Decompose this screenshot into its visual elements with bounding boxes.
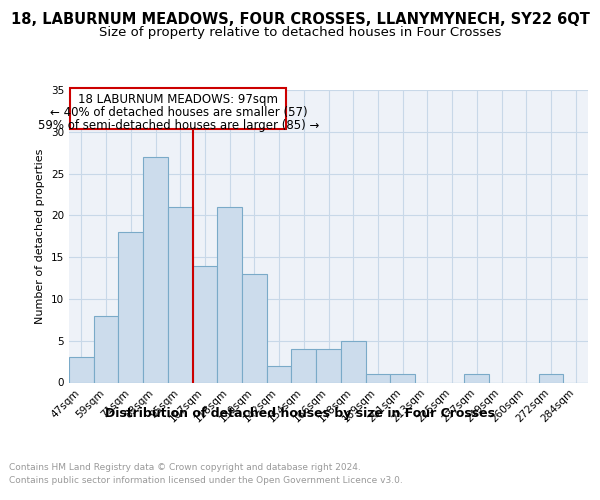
Bar	[69, 358, 94, 382]
Bar	[217, 207, 242, 382]
Bar	[390, 374, 415, 382]
Text: 18, LABURNUM MEADOWS, FOUR CROSSES, LLANYMYNECH, SY22 6QT: 18, LABURNUM MEADOWS, FOUR CROSSES, LLAN…	[11, 12, 589, 28]
Text: 59% of semi-detached houses are larger (85) →: 59% of semi-detached houses are larger (…	[38, 119, 319, 132]
Bar	[365, 374, 390, 382]
Text: ← 40% of detached houses are smaller (57): ← 40% of detached houses are smaller (57…	[50, 106, 307, 119]
Bar	[168, 207, 193, 382]
Bar	[341, 340, 365, 382]
Bar	[118, 232, 143, 382]
Bar	[316, 349, 341, 382]
Bar	[94, 316, 118, 382]
Text: Size of property relative to detached houses in Four Crosses: Size of property relative to detached ho…	[99, 26, 501, 39]
Text: Contains HM Land Registry data © Crown copyright and database right 2024.: Contains HM Land Registry data © Crown c…	[9, 462, 361, 471]
Text: 18 LABURNUM MEADOWS: 97sqm: 18 LABURNUM MEADOWS: 97sqm	[79, 93, 278, 106]
Bar	[539, 374, 563, 382]
Text: Distribution of detached houses by size in Four Crosses: Distribution of detached houses by size …	[105, 408, 495, 420]
Bar	[464, 374, 489, 382]
FancyBboxPatch shape	[70, 88, 286, 130]
Bar	[242, 274, 267, 382]
Bar	[143, 157, 168, 382]
Text: Contains public sector information licensed under the Open Government Licence v3: Contains public sector information licen…	[9, 476, 403, 485]
Y-axis label: Number of detached properties: Number of detached properties	[35, 148, 46, 324]
Bar	[292, 349, 316, 382]
Bar	[267, 366, 292, 382]
Bar	[193, 266, 217, 382]
